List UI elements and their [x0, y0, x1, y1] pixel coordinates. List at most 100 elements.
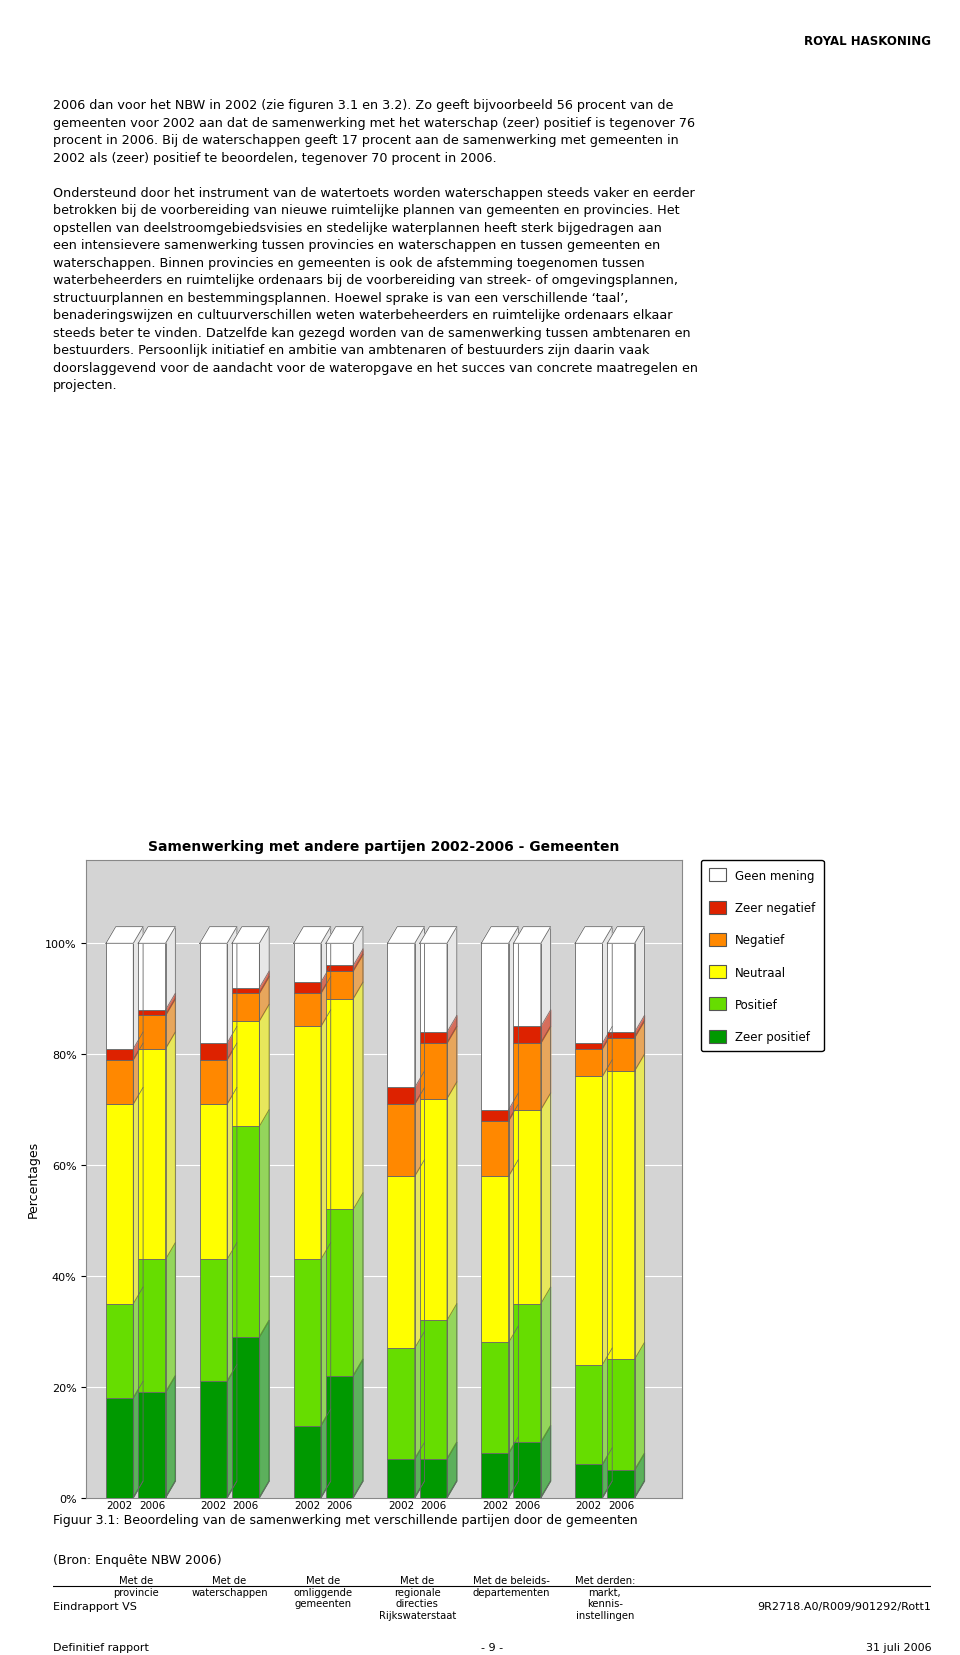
Bar [106, 1398, 133, 1498]
Bar [325, 943, 353, 967]
Polygon shape [603, 927, 612, 1498]
Bar [608, 1359, 635, 1470]
Polygon shape [415, 1443, 424, 1498]
Polygon shape [321, 1010, 331, 1259]
Polygon shape [415, 1071, 424, 1104]
Bar [575, 1465, 603, 1498]
Polygon shape [415, 1332, 424, 1460]
Polygon shape [133, 1382, 143, 1498]
Bar [420, 1460, 447, 1498]
Bar [138, 1259, 165, 1392]
Legend: Geen mening, Zeer negatief, Negatief, Neutraal, Positief, Zeer positief: Geen mening, Zeer negatief, Negatief, Ne… [701, 861, 824, 1053]
Polygon shape [447, 927, 457, 1033]
Polygon shape [353, 1359, 363, 1498]
Polygon shape [509, 927, 518, 1498]
Bar [294, 1026, 321, 1259]
Polygon shape [447, 1026, 457, 1099]
Bar [481, 1111, 509, 1120]
Bar [388, 1349, 415, 1460]
Polygon shape [514, 927, 551, 943]
Polygon shape [321, 927, 331, 1498]
Bar [106, 1061, 133, 1104]
Polygon shape [353, 927, 363, 1498]
Polygon shape [540, 1288, 551, 1443]
Text: (Bron: Enquête NBW 2006): (Bron: Enquête NBW 2006) [53, 1554, 222, 1567]
Bar [200, 1043, 228, 1061]
Bar [200, 1104, 228, 1259]
Bar [200, 1061, 228, 1104]
Bar [138, 1049, 165, 1259]
Polygon shape [635, 1021, 644, 1071]
Bar [294, 943, 321, 983]
Polygon shape [259, 976, 269, 1021]
Bar [575, 1365, 603, 1465]
Polygon shape [228, 1243, 237, 1382]
Bar [575, 943, 603, 1043]
Polygon shape [228, 927, 237, 1043]
Polygon shape [138, 927, 176, 943]
Polygon shape [321, 1408, 331, 1498]
Text: Definitief rapport: Definitief rapport [53, 1642, 149, 1652]
Polygon shape [228, 1365, 237, 1498]
Bar [481, 1342, 509, 1453]
Bar [232, 993, 259, 1021]
Bar [608, 1033, 635, 1038]
Polygon shape [540, 927, 551, 1498]
Polygon shape [447, 927, 457, 1498]
Text: Met de beleids-
departementen: Met de beleids- departementen [472, 1576, 550, 1597]
Polygon shape [259, 927, 269, 988]
Bar [200, 1382, 228, 1498]
Bar [232, 1021, 259, 1127]
Polygon shape [259, 1321, 269, 1498]
Polygon shape [540, 1425, 551, 1498]
Bar [138, 1016, 165, 1049]
Polygon shape [165, 1243, 176, 1392]
Title: Samenwerking met andere partijen 2002-2006 - Gemeenten: Samenwerking met andere partijen 2002-20… [148, 839, 620, 854]
Polygon shape [447, 1082, 457, 1321]
Text: Met de
provincie: Met de provincie [113, 1576, 158, 1597]
Polygon shape [447, 1016, 457, 1043]
Polygon shape [353, 927, 363, 967]
Polygon shape [509, 1437, 518, 1498]
Bar [481, 1177, 509, 1342]
Bar [388, 1460, 415, 1498]
Polygon shape [133, 927, 143, 1498]
Polygon shape [165, 927, 176, 1010]
Text: Met de
waterschappen: Met de waterschappen [191, 1576, 268, 1597]
Polygon shape [353, 983, 363, 1210]
Polygon shape [415, 927, 424, 1087]
Polygon shape [133, 1087, 143, 1304]
Polygon shape [165, 993, 176, 1016]
Bar [420, 943, 447, 1033]
Bar [294, 983, 321, 993]
Polygon shape [481, 927, 518, 943]
Bar [232, 1127, 259, 1337]
Polygon shape [603, 1033, 612, 1077]
Bar [138, 943, 165, 1010]
Polygon shape [232, 927, 269, 943]
Bar [420, 1321, 447, 1460]
Bar [106, 1304, 133, 1398]
Bar [575, 1043, 603, 1049]
Bar [420, 1033, 447, 1043]
Polygon shape [540, 927, 551, 1026]
Polygon shape [447, 1304, 457, 1460]
Polygon shape [165, 927, 176, 1498]
Polygon shape [575, 927, 612, 943]
Polygon shape [228, 1026, 237, 1061]
Polygon shape [603, 1026, 612, 1049]
Bar [106, 943, 133, 1049]
Polygon shape [388, 927, 424, 943]
Polygon shape [420, 927, 457, 943]
Polygon shape [509, 1094, 518, 1120]
Bar [138, 1392, 165, 1498]
Polygon shape [540, 1010, 551, 1043]
Polygon shape [635, 1453, 644, 1498]
Bar [514, 1026, 540, 1043]
Polygon shape [509, 1326, 518, 1453]
Bar [294, 1425, 321, 1498]
Polygon shape [106, 927, 143, 943]
Polygon shape [540, 1094, 551, 1304]
Polygon shape [415, 1160, 424, 1349]
Polygon shape [228, 1043, 237, 1104]
